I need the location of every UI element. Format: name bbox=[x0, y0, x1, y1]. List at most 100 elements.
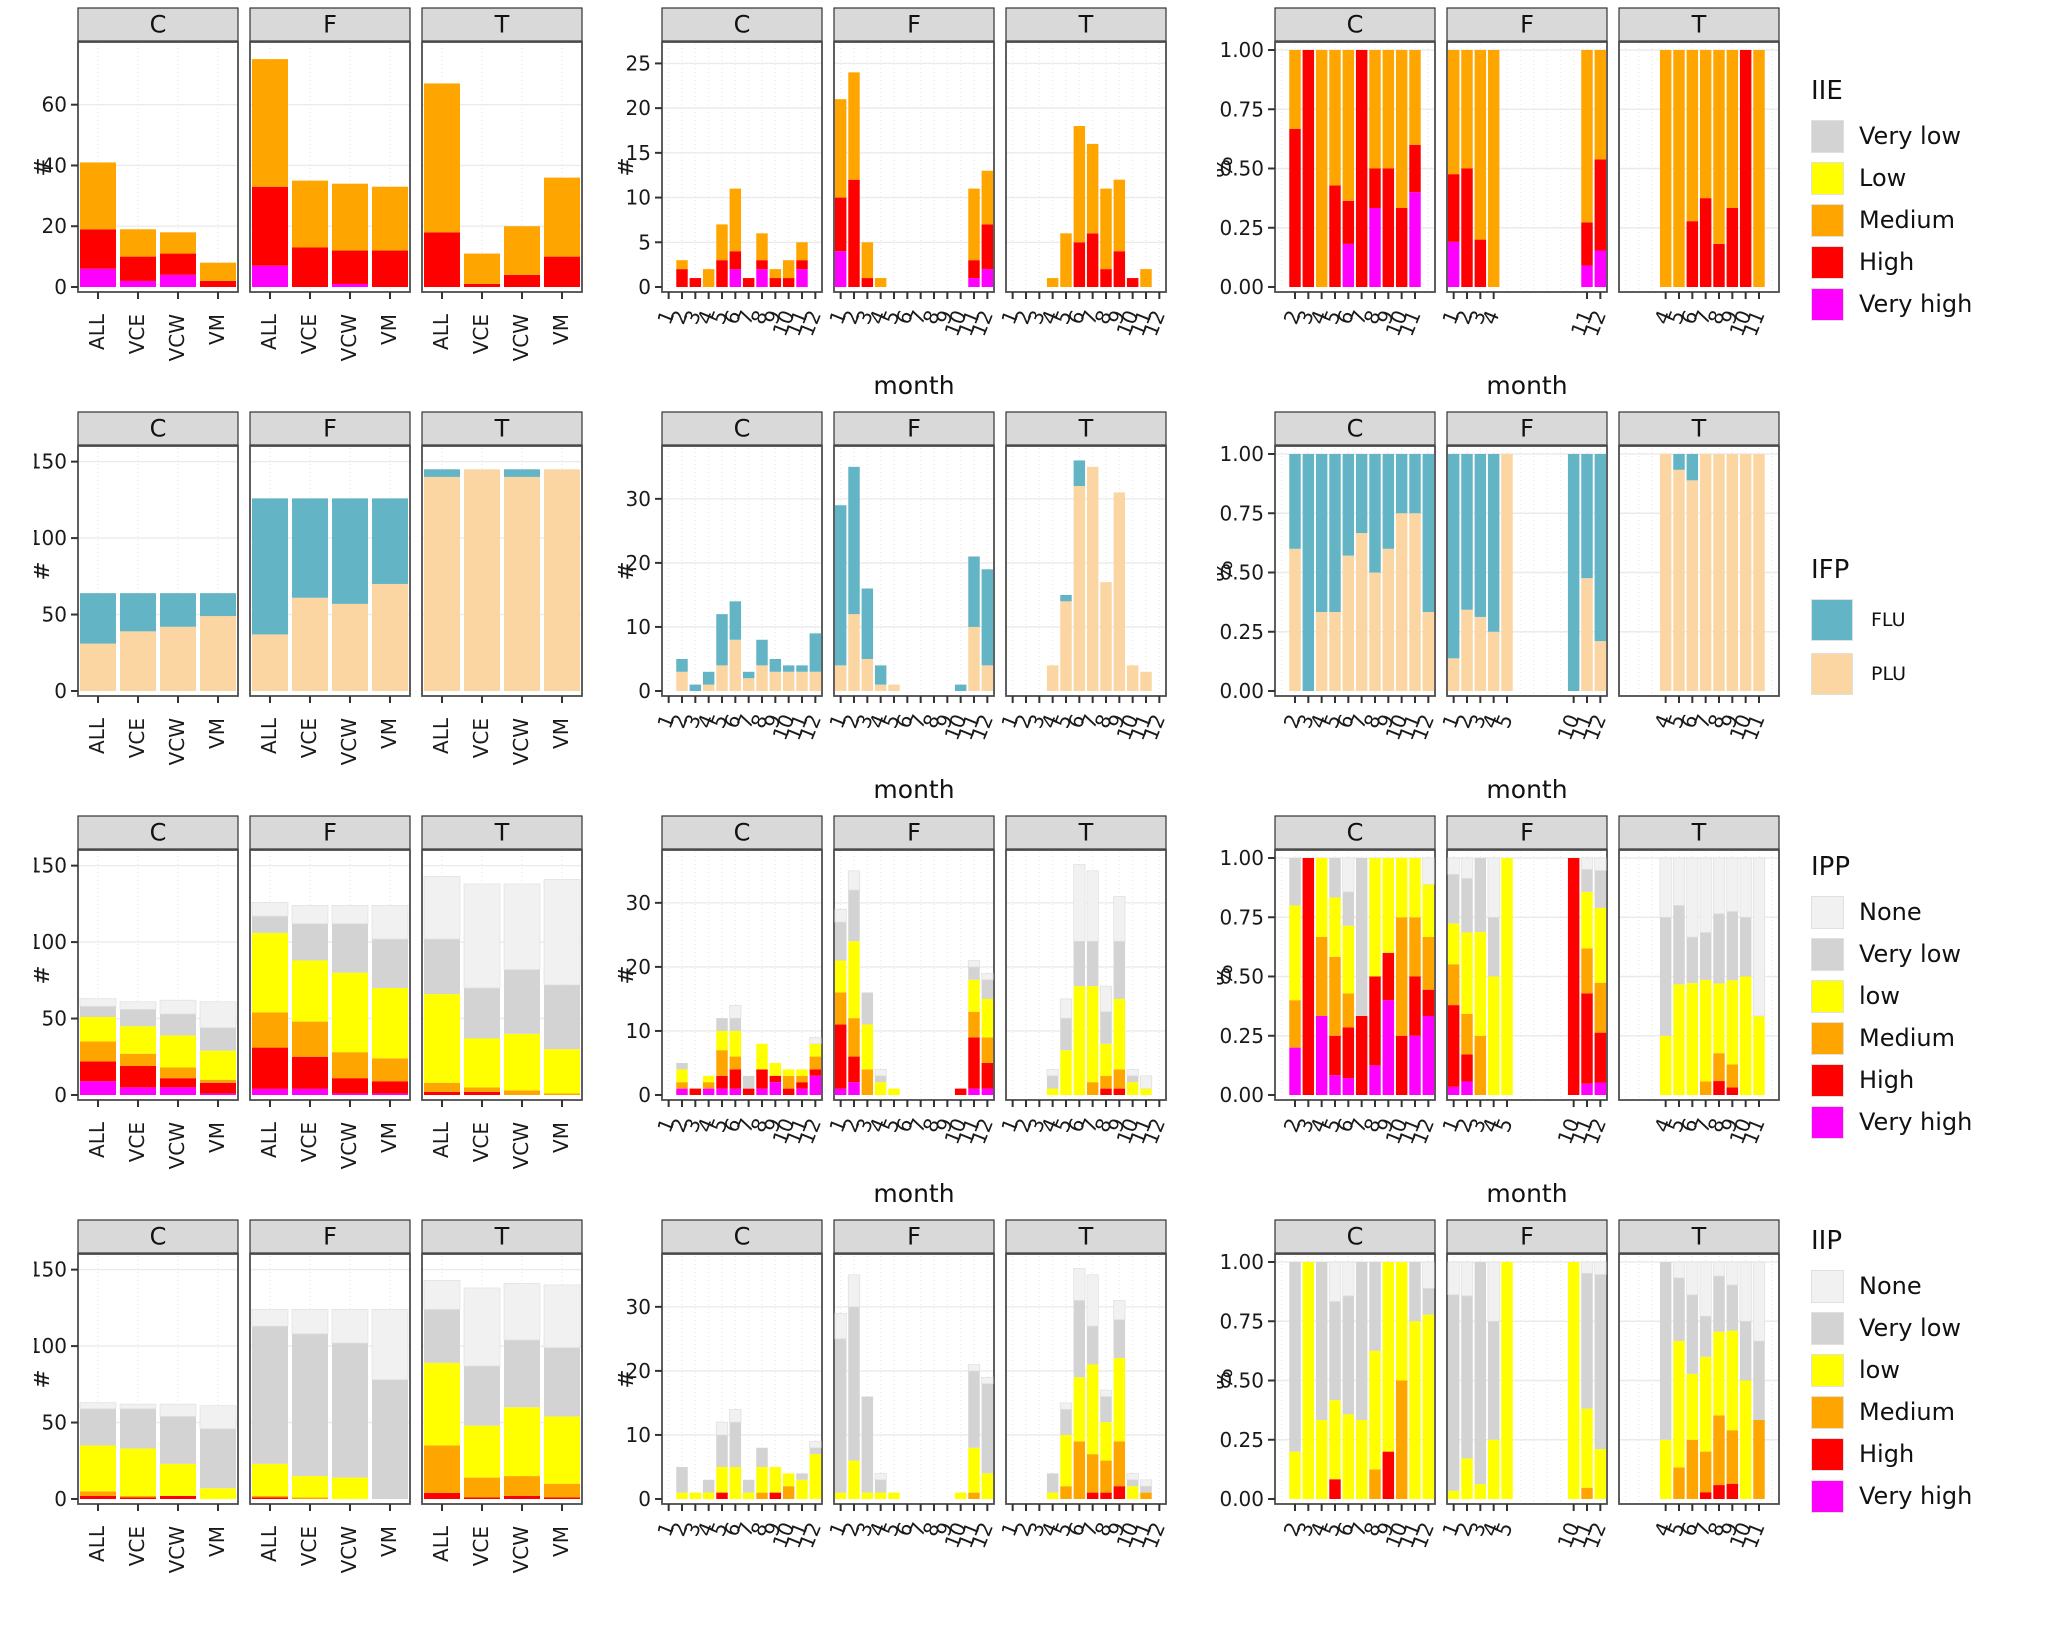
bar-segment bbox=[1581, 891, 1593, 949]
bar-segment bbox=[1713, 1275, 1725, 1332]
bar-segment bbox=[291, 1309, 329, 1335]
bar-segment bbox=[120, 1026, 156, 1054]
bar-segment bbox=[1594, 1032, 1607, 1083]
x-tick-label: VM bbox=[205, 718, 229, 749]
legend-item-very-high: Very high bbox=[1811, 1480, 2016, 1513]
bar-segment bbox=[544, 256, 580, 287]
bar-segment bbox=[332, 1052, 368, 1079]
bar-segment bbox=[423, 875, 461, 940]
bar-segment bbox=[1302, 50, 1315, 287]
bar-segment bbox=[504, 469, 540, 477]
bar-segment bbox=[1726, 1087, 1739, 1095]
bar-segment bbox=[1329, 956, 1341, 1036]
panel bbox=[661, 41, 823, 293]
bar-segment bbox=[1594, 1274, 1607, 1450]
x-tick-label: VM bbox=[205, 1526, 229, 1557]
bar-segment bbox=[1395, 454, 1408, 514]
bar-segment bbox=[424, 994, 460, 1083]
facet-label: C bbox=[1347, 11, 1364, 39]
bar-segment bbox=[1060, 1018, 1072, 1051]
bar-segment bbox=[1099, 1389, 1113, 1397]
chart-svg: %C2345678910110.000.250.500.751.00F12341… bbox=[1212, 7, 1780, 400]
bar-segment bbox=[160, 253, 196, 275]
bar-segment bbox=[954, 684, 967, 691]
bar-segment bbox=[1369, 454, 1381, 573]
bar-segment bbox=[331, 1309, 369, 1344]
x-tick-label: VCE bbox=[297, 1122, 321, 1162]
bar-segment bbox=[1059, 998, 1073, 1019]
y-tick-label: 10 bbox=[626, 615, 651, 639]
bar-segment bbox=[1329, 454, 1341, 612]
bar-segment bbox=[504, 1033, 540, 1091]
bar-segment bbox=[1369, 168, 1381, 208]
bar-segment bbox=[1086, 1082, 1099, 1095]
bar-segment bbox=[1382, 454, 1395, 549]
bar-segment bbox=[968, 1037, 980, 1089]
bar-segment bbox=[769, 1466, 782, 1493]
iip-by-month-count-chart: #C1234567891011120102030F123456789101112… bbox=[613, 1218, 1172, 1618]
facet-strip bbox=[421, 7, 583, 42]
bar-segment bbox=[1686, 50, 1699, 222]
facet-label: C bbox=[1347, 819, 1364, 847]
bar-segment bbox=[160, 1078, 196, 1088]
panel bbox=[661, 849, 823, 1101]
bar-segment bbox=[1474, 932, 1487, 1036]
bar-segment bbox=[544, 1347, 580, 1417]
bar-segment bbox=[80, 1495, 116, 1499]
x-tick-label: VCE bbox=[469, 314, 493, 354]
bar-segment bbox=[1073, 864, 1086, 942]
y-tick-label: 25 bbox=[626, 51, 651, 75]
facet-strip bbox=[77, 815, 239, 850]
legend-label: Very low bbox=[1859, 1314, 1961, 1343]
x-tick-label: VCW bbox=[165, 314, 189, 362]
bar-segment bbox=[809, 1037, 822, 1045]
bar-segment bbox=[1329, 1301, 1341, 1401]
bar-segment bbox=[1302, 454, 1315, 691]
bar-segment bbox=[424, 1492, 460, 1499]
chart-svg: %C234567891011120.000.250.500.751.00F123… bbox=[1212, 411, 1780, 804]
bar-segment bbox=[1342, 1261, 1355, 1297]
bar-segment bbox=[1461, 1081, 1473, 1095]
facet-label: F bbox=[323, 415, 337, 443]
bar-segment bbox=[796, 1479, 808, 1499]
bar-segment bbox=[1409, 1321, 1421, 1499]
bar-segment bbox=[1752, 857, 1766, 1017]
facet-label: C bbox=[1347, 415, 1364, 443]
bar-segment bbox=[1594, 1261, 1607, 1275]
y-tick-label: 15 bbox=[626, 141, 651, 165]
bar-segment bbox=[1581, 50, 1593, 223]
bar-segment bbox=[1126, 665, 1139, 691]
bar-segment bbox=[503, 883, 541, 970]
bar-segment bbox=[292, 960, 328, 1022]
bar-segment bbox=[742, 1088, 755, 1095]
facet-strip bbox=[1005, 7, 1167, 42]
bar-segment bbox=[1580, 857, 1594, 870]
bar-segment bbox=[981, 979, 994, 999]
bar-segment bbox=[160, 1416, 196, 1464]
facet-label: F bbox=[1520, 11, 1534, 39]
bar-segment bbox=[252, 1088, 288, 1095]
y-tick-label: 0.50 bbox=[1219, 1369, 1264, 1393]
bar-segment bbox=[834, 665, 847, 691]
bar-segment bbox=[981, 665, 994, 691]
bar-segment bbox=[742, 671, 755, 679]
bar-segment bbox=[716, 1088, 728, 1095]
bar-segment bbox=[702, 1492, 715, 1499]
bar-segment bbox=[120, 256, 156, 281]
bar-segment bbox=[200, 280, 236, 287]
legend-label: Low bbox=[1859, 164, 1907, 193]
bar-segment bbox=[1355, 1262, 1368, 1420]
facet-label: C bbox=[734, 819, 751, 847]
x-tick-label: VCE bbox=[297, 314, 321, 354]
y-tick-label: 0 bbox=[54, 679, 67, 703]
panel bbox=[1618, 849, 1780, 1101]
y-tick-label: 50 bbox=[42, 1411, 67, 1435]
bar-segment bbox=[292, 247, 328, 287]
bar-segment bbox=[796, 242, 808, 261]
bar-segment bbox=[160, 1035, 196, 1068]
bar-segment bbox=[1594, 870, 1607, 908]
bar-segment bbox=[848, 1056, 860, 1083]
bar-segment bbox=[676, 1082, 688, 1089]
y-tick-label: 20 bbox=[626, 1359, 651, 1383]
facet-strip bbox=[661, 7, 823, 42]
